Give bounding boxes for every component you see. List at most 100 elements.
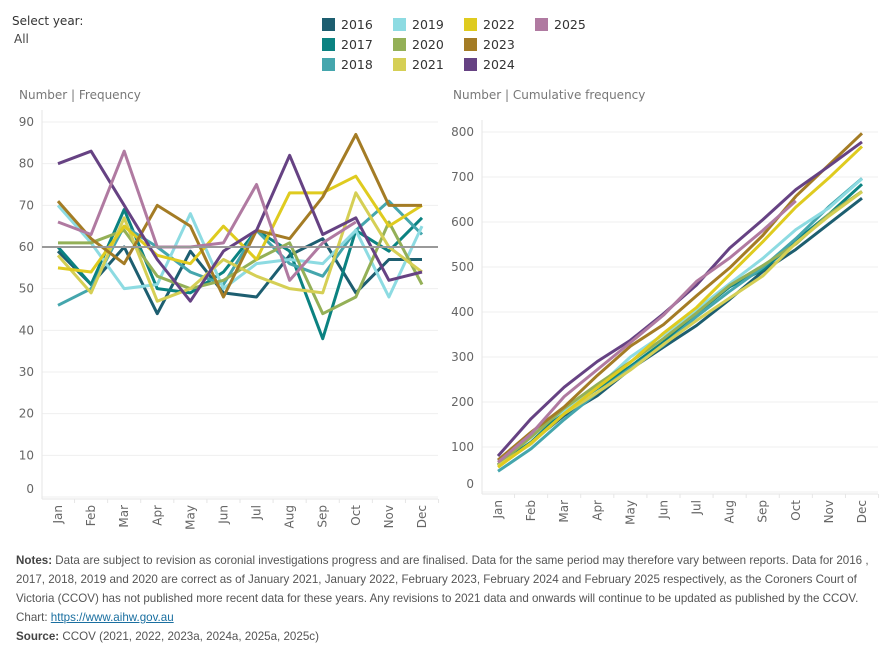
legend-label: 2023 [483, 36, 515, 52]
freq-y-tick-label: 30 [19, 365, 34, 379]
freq-y-tick-label: 10 [19, 448, 34, 462]
cum-x-tick-label: Jan [491, 500, 505, 520]
cum-y-tick-label: 500 [451, 260, 474, 274]
freq-x-tick-label: Mar [117, 505, 131, 528]
legend-item-2019[interactable]: 2019 [393, 14, 464, 34]
freq-y-tick-label: 50 [19, 282, 34, 296]
legend-label: 2021 [412, 56, 444, 72]
legend-label: 2018 [341, 56, 373, 72]
legend: 2016 2017 2018 2019 2020 2021 2022 2023 2024 2025 [322, 14, 662, 74]
freq-y-tick-label: 40 [19, 323, 34, 337]
freq-x-tick-label: Oct [349, 505, 363, 526]
cum-y-tick-label: 100 [451, 440, 474, 454]
cum-x-tick-label: Jul [690, 500, 704, 515]
freq-series-2025 [57, 149, 357, 282]
legend-label: 2019 [412, 16, 444, 32]
legend-swatch [322, 37, 335, 51]
cum-y-tick-label: 400 [451, 305, 474, 319]
freq-x-tick-label: Apr [150, 505, 164, 526]
freq-y-tick-label: 80 [19, 157, 34, 171]
freq-x-tick-label: Feb [84, 505, 98, 526]
chart-credit-label: Chart: [16, 611, 51, 624]
freq-x-tick-label: Jul [250, 505, 264, 520]
legend-swatch [535, 17, 548, 31]
cum-x-tick-label: Dec [855, 500, 869, 523]
frequency-chart-title: Number | Frequency [19, 88, 141, 102]
cum-x-tick-label: May [623, 500, 637, 525]
freq-x-tick-label: Nov [382, 505, 396, 528]
freq-series-2019 [56, 204, 424, 299]
cumulative-chart-title: Number | Cumulative frequency [453, 88, 646, 102]
cum-x-tick-label: Feb [524, 500, 538, 521]
cum-x-tick-label: Oct [789, 500, 803, 521]
legend-swatch [393, 37, 406, 51]
legend-item-2021[interactable]: 2021 [393, 54, 464, 74]
freq-y-tick-label: 20 [19, 407, 34, 421]
legend-swatch [393, 57, 406, 71]
aihw-link[interactable]: https://www.aihw.gov.au [50, 611, 174, 624]
legend-label: 2025 [554, 16, 586, 32]
freq-x-tick-label: Aug [283, 505, 297, 528]
legend-item-2017[interactable]: 2017 [322, 34, 393, 54]
cum-x-tick-label: Sep [756, 500, 770, 523]
legend-item-2020[interactable]: 2020 [393, 34, 464, 54]
cum-series-2022 [497, 145, 864, 469]
freq-x-tick-label: Sep [316, 505, 330, 528]
freq-series-2023 [56, 133, 422, 299]
cum-y-tick-label: 200 [451, 395, 474, 409]
cum-x-tick-label: Nov [822, 500, 836, 523]
cum-series-2023 [497, 132, 864, 462]
freq-x-tick-label: Jan [51, 505, 65, 525]
legend-item-2018[interactable]: 2018 [322, 54, 393, 74]
notes-section: Notes: Data are subject to revision as c… [16, 551, 886, 646]
cum-x-tick-label: Jun [656, 500, 670, 520]
legend-swatch [393, 17, 406, 31]
source-label: Source: [16, 630, 60, 643]
freq-x-tick-label: Dec [415, 505, 429, 528]
cum-series-2025 [497, 199, 797, 464]
notes-label: Notes: [16, 554, 53, 567]
legend-item-2024[interactable]: 2024 [464, 54, 535, 74]
freq-y-tick-label: 90 [19, 115, 34, 129]
freq-y-tick-label: 0 [26, 482, 34, 496]
year-filter-label: Select year: [12, 14, 84, 28]
cum-y-tick-label: 800 [451, 125, 474, 139]
legend-swatch [464, 17, 477, 31]
cum-x-tick-label: Apr [590, 500, 604, 521]
legend-label: 2022 [483, 16, 515, 32]
legend-label: 2016 [341, 16, 373, 32]
freq-series-2022 [57, 174, 423, 274]
legend-item-2023[interactable]: 2023 [464, 34, 535, 54]
legend-item-2022[interactable]: 2022 [464, 14, 535, 34]
freq-series-2021 [56, 191, 423, 303]
freq-series-2017 [56, 208, 424, 341]
freq-x-tick-label: Jun [216, 505, 230, 525]
freq-y-tick-label: 60 [19, 240, 34, 254]
cum-y-tick-label: 600 [451, 215, 474, 229]
legend-swatch [464, 57, 477, 71]
charts-canvas: 0 10 20 30 40 50 60 70 80 90 Jan Feb Mar Apr May Jun Jul… [19, 110, 880, 530]
cum-x-tick-label: Mar [557, 500, 571, 523]
legend-label: 2020 [412, 36, 444, 52]
source: Source: CCOV (2021, 2022, 2023a, 2024a, … [16, 627, 886, 646]
chart-credit: Chart: https://www.aihw.gov.au [16, 608, 886, 627]
cum-x-tick-label: Aug [723, 500, 737, 523]
legend-label: 2017 [341, 36, 373, 52]
notes-text: Data are subject to revision as coronial… [16, 554, 869, 605]
legend-item-2016[interactable]: 2016 [322, 14, 393, 34]
legend-label: 2024 [483, 56, 515, 72]
source-text: CCOV (2021, 2022, 2023a, 2024a, 2025a, 2… [59, 630, 319, 643]
cum-y-tick-label: 700 [451, 170, 474, 184]
freq-x-tick-label: May [183, 505, 197, 530]
year-filter-dropdown[interactable]: All [14, 32, 29, 46]
legend-swatch [464, 37, 477, 51]
legend-item-2025[interactable]: 2025 [535, 14, 606, 34]
legend-swatch [322, 17, 335, 31]
legend-swatch [322, 57, 335, 71]
cum-series-2017 [497, 183, 864, 467]
freq-series-2024 [57, 149, 423, 303]
notes-paragraph: Notes: Data are subject to revision as c… [16, 551, 886, 608]
cum-y-tick-label: 300 [451, 350, 474, 364]
freq-y-tick-label: 70 [19, 198, 34, 212]
cum-y-tick-label: 0 [466, 477, 474, 491]
